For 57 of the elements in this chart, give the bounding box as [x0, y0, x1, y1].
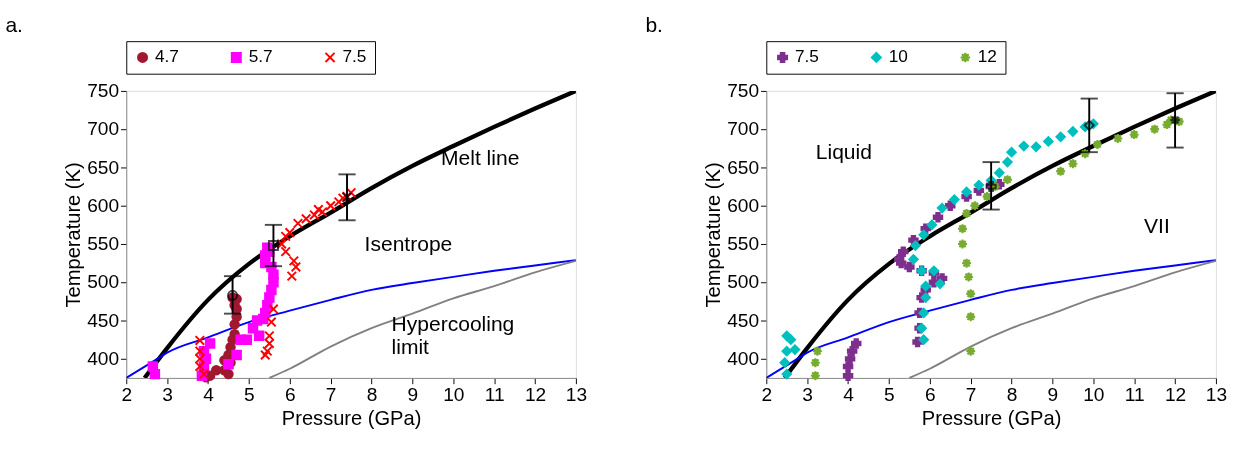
x-tick-label: 12 — [524, 384, 547, 406]
y-tick-label: 650 — [727, 156, 760, 178]
legend-label: 5.7 — [248, 46, 273, 67]
y-tick-label: 750 — [87, 80, 120, 102]
legend-label: 7.5 — [795, 46, 819, 67]
annotation: VII — [1144, 214, 1170, 238]
x-tick-label: 4 — [843, 384, 855, 406]
x-tick-label: 13 — [1205, 384, 1228, 406]
chart-title: b. — [645, 13, 663, 37]
x-tick-label: 7 — [325, 384, 337, 406]
x-tick-label: 6 — [924, 384, 936, 406]
x-tick-label: 9 — [407, 384, 419, 406]
y-tick-label: 550 — [727, 233, 760, 255]
annotation: Hypercooling limit — [391, 312, 515, 359]
x-tick-label: 2 — [761, 384, 773, 406]
x-axis-title: Pressure (GPa) — [921, 407, 1062, 430]
x-tick-label: 12 — [1164, 384, 1187, 406]
y-tick-label: 600 — [87, 194, 120, 216]
legend-label: 4.7 — [154, 46, 179, 67]
x-tick-label: 10 — [443, 384, 465, 406]
y-tick-label: 500 — [727, 271, 760, 293]
y-tick-label: 400 — [727, 348, 760, 370]
y-tick-label: 550 — [87, 233, 120, 255]
x-tick-label: 3 — [802, 384, 813, 406]
x-tick-label: 11 — [1124, 384, 1145, 406]
y-tick-label: 450 — [727, 309, 760, 331]
chart-title: a. — [5, 13, 23, 37]
x-tick-label: 11 — [484, 384, 505, 406]
x-tick-label: 2 — [121, 384, 133, 406]
y-tick-label: 650 — [87, 156, 120, 178]
y-tick-label: 700 — [727, 118, 760, 140]
annotation: Isentrope — [364, 231, 453, 255]
legend-label: 12 — [977, 46, 997, 67]
x-tick-label: 13 — [565, 384, 588, 406]
x-tick-label: 10 — [1083, 384, 1105, 406]
x-tick-label: 6 — [284, 384, 296, 406]
legend-label: 7.5 — [342, 46, 367, 67]
x-tick-label: 7 — [965, 384, 977, 406]
x-tick-label: 3 — [162, 384, 173, 406]
y-axis-title: Temperature (K) — [701, 162, 724, 308]
x-axis-title: Pressure (GPa) — [281, 407, 422, 430]
y-tick-label: 500 — [87, 271, 120, 293]
x-tick-label: 9 — [1047, 384, 1059, 406]
annotation: Liquid — [815, 139, 872, 163]
annotation: Melt line — [441, 145, 520, 169]
x-tick-label: 8 — [366, 384, 378, 406]
y-tick-label: 750 — [727, 80, 760, 102]
y-axis-title: Temperature (K) — [61, 162, 84, 308]
y-tick-label: 700 — [87, 118, 120, 140]
y-tick-label: 450 — [87, 309, 120, 331]
y-tick-label: 600 — [727, 194, 760, 216]
y-tick-label: 400 — [87, 348, 120, 370]
x-tick-label: 5 — [884, 384, 895, 406]
legend-label: 10 — [888, 46, 908, 67]
x-tick-label: 5 — [244, 384, 255, 406]
x-tick-label: 4 — [203, 384, 215, 406]
x-tick-label: 8 — [1006, 384, 1018, 406]
